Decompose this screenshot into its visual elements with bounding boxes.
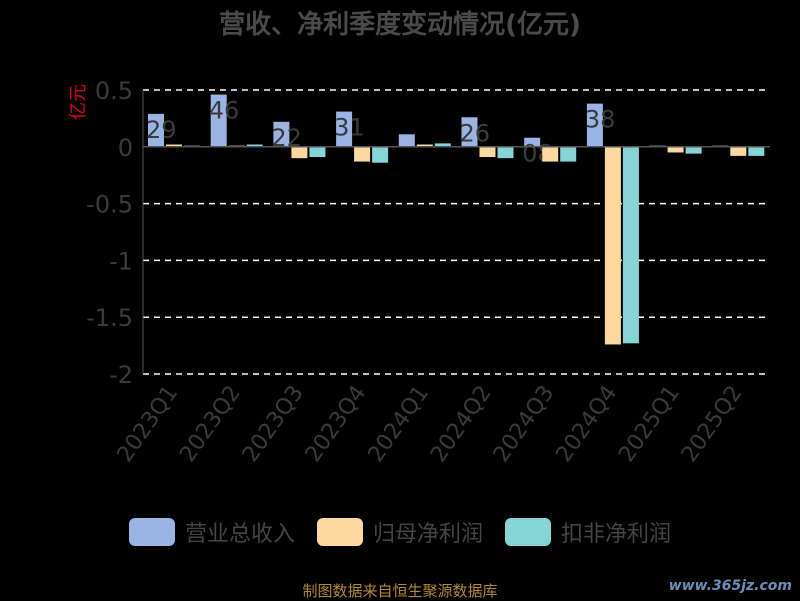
bar-revenue (524, 137, 541, 147)
legend-swatch-deducted-profit (505, 518, 551, 546)
bar-deducted-profit (748, 146, 765, 156)
legend-label-deducted-profit: 扣非净利润 (561, 522, 672, 547)
x-tick-label: 2023Q3 (238, 381, 309, 467)
bar-deducted-profit (622, 146, 639, 344)
data-source-note: 制图数据来自恒生聚源数据库 (302, 582, 498, 600)
x-tick-label: 2023Q4 (301, 381, 372, 467)
y-tick-label: -1.5 (86, 304, 133, 332)
bar-net-profit (291, 146, 308, 159)
legend-item-net-profit[interactable]: 归母净利润 (316, 516, 483, 548)
bar-revenue (586, 103, 603, 147)
bar-net-profit (354, 146, 371, 162)
legend-label-net-profit: 归母净利润 (372, 522, 483, 547)
y-tick-label: -0.5 (86, 191, 133, 219)
bar-deducted-profit (372, 146, 389, 163)
x-tick-label: 2024Q3 (489, 381, 560, 467)
watermark: www.365jz.com (668, 578, 792, 594)
legend-item-revenue[interactable]: 营业总收入 (128, 516, 295, 548)
bar-revenue (148, 113, 164, 147)
legend-swatch-revenue (128, 518, 175, 546)
data-label: 29 (146, 116, 177, 144)
bar-net-profit (604, 146, 621, 345)
x-tick-label: 2024Q1 (364, 381, 435, 467)
bar-revenue (336, 111, 353, 147)
x-tick-label: 2025Q2 (677, 381, 748, 467)
bar-deducted-profit (434, 143, 451, 147)
y-tick-label: -2 (109, 361, 133, 389)
legend-label-revenue: 营业总收入 (184, 522, 295, 547)
legend: 营业总收入 归母净利润 扣非净利润 (0, 516, 800, 548)
bar-net-profit (542, 146, 559, 162)
bar-net-profit (667, 146, 684, 153)
bar-revenue (461, 117, 478, 147)
legend-swatch-net-profit (316, 518, 363, 546)
chart-title: 营收、净利季度变动情况(亿元) (219, 10, 581, 40)
x-tick-label: 2025Q1 (614, 381, 685, 467)
bar-deducted-profit (246, 144, 263, 147)
x-tick-label: 2024Q2 (426, 381, 497, 467)
x-tick-label: 2024Q4 (552, 381, 623, 467)
data-label: 31 (334, 114, 365, 142)
x-tick-label: 2023Q2 (175, 381, 246, 467)
bar-deducted-profit (560, 146, 577, 162)
bar-net-profit (166, 144, 182, 147)
bar-revenue (273, 121, 290, 147)
y-tick-label: -1 (109, 247, 133, 275)
bar-revenue (398, 134, 415, 147)
data-label: 26 (460, 119, 491, 147)
data-label: 38 (585, 106, 616, 134)
bar-deducted-profit (685, 146, 702, 154)
bar-deducted-profit (497, 146, 514, 159)
legend-item-deducted-profit[interactable]: 扣非净利润 (505, 516, 671, 548)
bar-net-profit (416, 144, 433, 147)
x-tick-label: 2023Q1 (113, 381, 184, 467)
data-label: 46 (209, 97, 240, 125)
bar-net-profit (479, 146, 496, 158)
bar-net-profit (730, 146, 747, 156)
bar-revenue (210, 94, 227, 147)
y-tick-label: 0.5 (95, 77, 133, 105)
bar-deducted-profit (309, 146, 326, 158)
y-tick-label: 0 (118, 134, 133, 162)
